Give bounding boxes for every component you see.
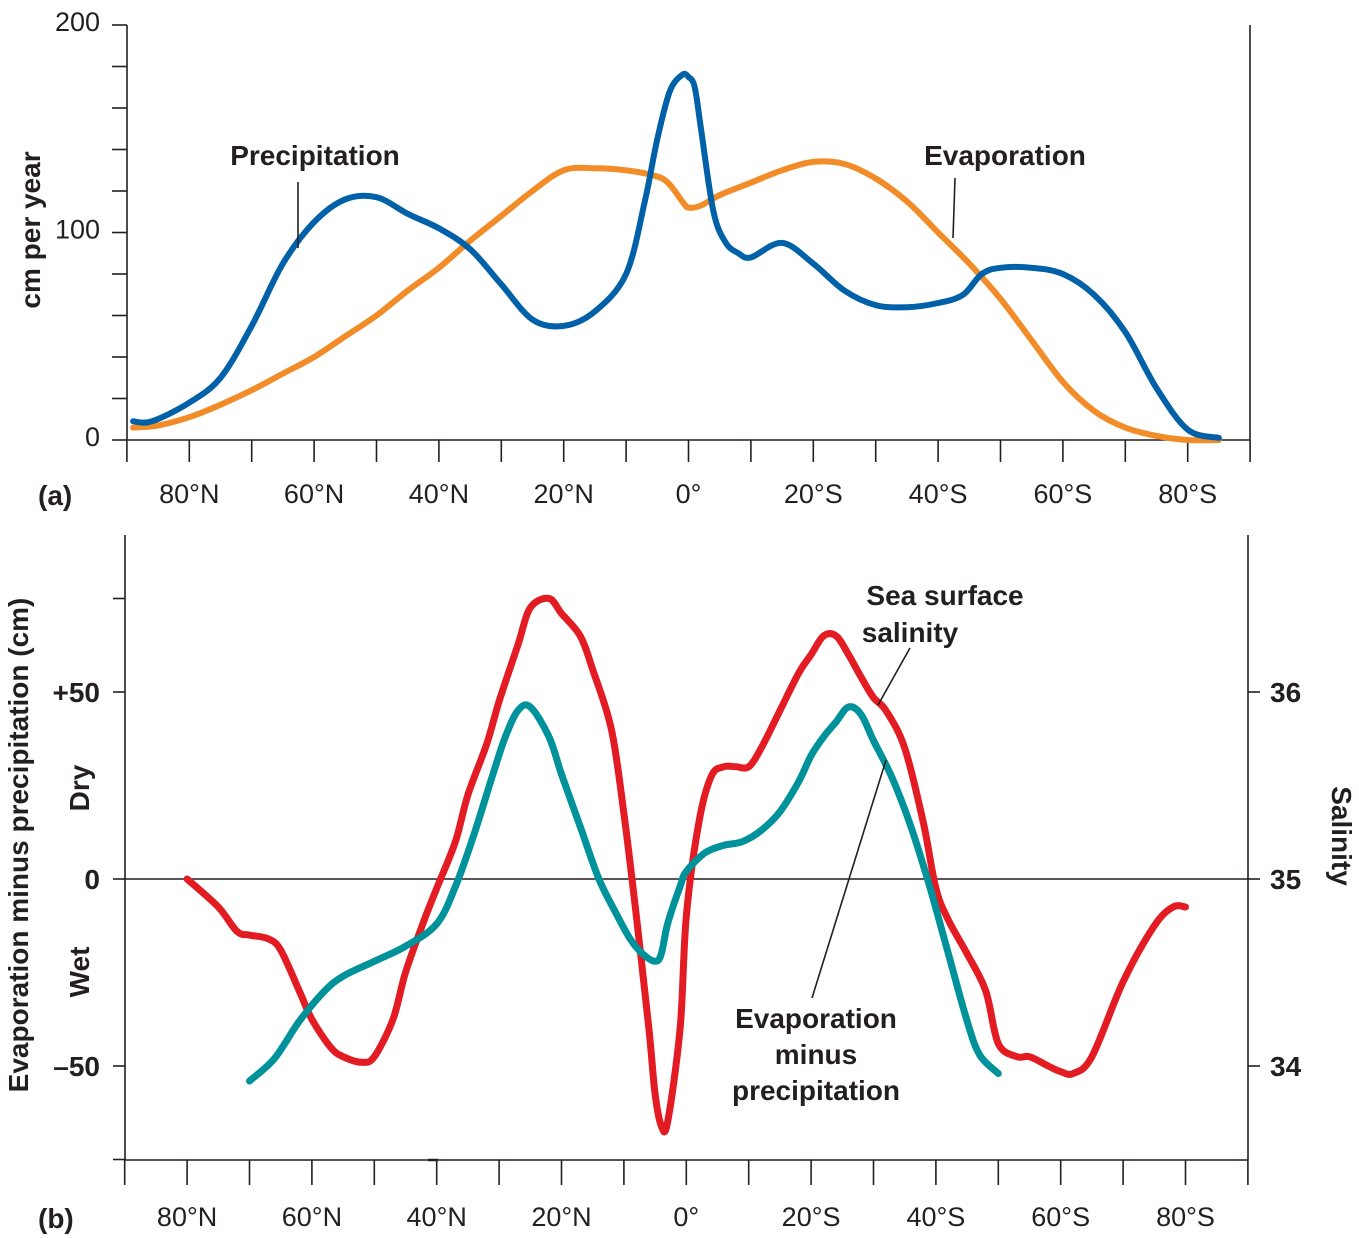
panel-b-y2-ticks: 36 35 34 — [1248, 677, 1302, 1082]
panel-a-x-tick-label: 80°S — [1158, 479, 1217, 509]
panel-b-x-tick-label: 40°N — [407, 1202, 467, 1232]
panel-b-y-tick-label: +50 — [53, 677, 101, 708]
evaporation-minus-precipitation-line — [246, 701, 1002, 1085]
panel-b-ylabel: Evaporation minus precipitation (cm) — [3, 598, 34, 1093]
salinity-leader — [877, 647, 911, 706]
panel-b-label: (b) — [38, 1203, 74, 1234]
panel-a-x-tick-label: 20°N — [534, 479, 594, 509]
panel-a-x-tick-label: 80°N — [159, 479, 219, 509]
panel-a-x-tick-label: 0° — [676, 479, 702, 509]
panel-b-x-ticks: 80°N 60°N 40°N 20°N 0° 20°S 40°S 60°S 80°S — [123, 1160, 1249, 1232]
panel-a-y-tick-label: 200 — [55, 7, 100, 37]
precipitation-line — [130, 70, 1222, 441]
panel-a-x-tick-label: 40°N — [409, 479, 469, 509]
panel-b-x-tick-label: 60°S — [1031, 1202, 1090, 1232]
panel-a-y-tick-label: 100 — [55, 215, 100, 245]
panel-b-x-tick-label: 80°S — [1156, 1202, 1215, 1232]
panel-b-series — [183, 594, 1189, 1136]
panel-a-x-tick-label: 60°N — [284, 479, 344, 509]
precipitation-annotation: Precipitation — [230, 140, 400, 171]
panel-b-y2-tick-label: 34 — [1270, 1051, 1302, 1082]
sea-surface-salinity-line — [183, 594, 1189, 1136]
salinity-annotation-line2: salinity — [862, 617, 959, 648]
panel-a-y-ticks: 0 100 200 — [55, 7, 127, 452]
panel-a-x-tick-label: 60°S — [1033, 479, 1092, 509]
wet-label: Wet — [64, 947, 95, 998]
panel-b-x-tick-label: 20°N — [531, 1202, 591, 1232]
emp-leader — [811, 759, 887, 999]
panel-a-x-ticks: 80°N 60°N 40°N 20°N 0° 20°S 40°S 60°S 80°S — [126, 440, 1251, 509]
salinity-annotation-line1: Sea surface — [866, 580, 1023, 611]
panel-b-y-tick-label: –50 — [53, 1051, 100, 1082]
evaporation-leader — [952, 177, 956, 239]
evaporation-line — [130, 158, 1222, 444]
panel-b-x-tick-label: 60°N — [282, 1202, 342, 1232]
panel-b-y-tick-label: 0 — [84, 864, 100, 895]
panel-b-y2-tick-label: 36 — [1270, 677, 1301, 708]
panel-b-y2-tick-label: 35 — [1270, 864, 1301, 895]
panel-b-y2label: Salinity — [1326, 786, 1357, 886]
emp-annotation-line1: Evaporation — [735, 1003, 897, 1034]
panel-b-x-tick-label: 0° — [673, 1202, 699, 1232]
emp-annotation-line2: minus — [775, 1039, 857, 1070]
panel-a-x-tick-label: 40°S — [909, 479, 968, 509]
evaporation-annotation: Evaporation — [924, 140, 1086, 171]
panel-b-x-tick-label: 20°S — [782, 1202, 841, 1232]
panel-a-x-tick-label: 20°S — [784, 479, 843, 509]
panel-b-x-tick-label: 40°S — [906, 1202, 965, 1232]
panel-b-x-tick-label: 80°N — [157, 1202, 217, 1232]
panel-a-y-tick-label: 0 — [85, 422, 100, 452]
panel-a-series — [130, 70, 1222, 444]
panel-a-label: (a) — [38, 480, 72, 511]
panel-a-ylabel: cm per year — [15, 151, 46, 308]
panel-b-y-ticks: +50 0 –50 — [53, 597, 125, 1161]
dry-label: Dry — [64, 764, 95, 811]
emp-annotation-line3: precipitation — [732, 1075, 900, 1106]
panel-b: +50 0 –50 36 35 34 80°N 60°N 40°N 20°N 0° 20°S 40°… — [3, 535, 1357, 1234]
